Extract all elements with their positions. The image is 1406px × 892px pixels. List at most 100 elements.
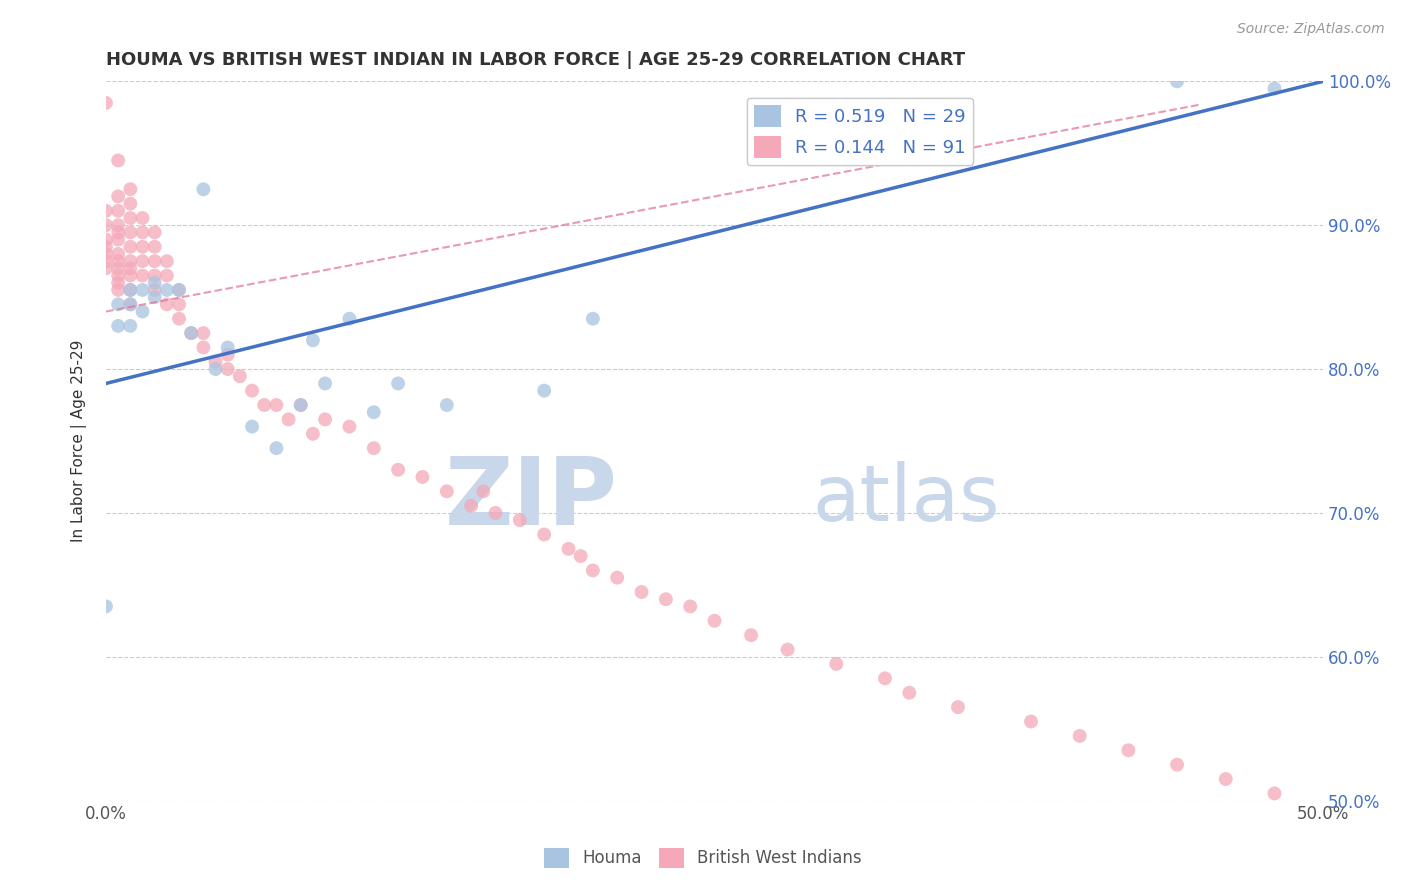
Point [606, 571, 628, 585]
Point [1166, 74, 1188, 88]
Point [180, 326, 202, 340]
Point [94, 240, 117, 254]
Point [167, 283, 190, 297]
Point [107, 261, 129, 276]
Point [240, 419, 263, 434]
Point [569, 549, 592, 563]
Point [363, 405, 385, 419]
Point [1263, 786, 1285, 800]
Point [204, 355, 226, 369]
Point [107, 283, 129, 297]
Point [143, 276, 166, 290]
Point [107, 226, 129, 240]
Text: ZIP: ZIP [444, 452, 617, 544]
Point [107, 218, 129, 232]
Point [120, 318, 142, 333]
Point [131, 254, 153, 268]
Point [120, 283, 142, 297]
Point [302, 333, 325, 347]
Point [825, 657, 848, 671]
Point [1263, 81, 1285, 95]
Point [94, 218, 117, 232]
Point [240, 384, 263, 398]
Point [156, 297, 179, 311]
Point [107, 318, 129, 333]
Point [131, 283, 153, 297]
Point [167, 311, 190, 326]
Point [120, 283, 142, 297]
Point [107, 254, 129, 268]
Point [107, 268, 129, 283]
Point [107, 153, 129, 168]
Point [411, 470, 433, 484]
Point [94, 254, 117, 268]
Point [204, 362, 226, 376]
Legend: Houma, British West Indians: Houma, British West Indians [537, 841, 869, 875]
Point [193, 326, 215, 340]
Point [107, 297, 129, 311]
Point [94, 247, 117, 261]
Point [946, 700, 969, 714]
Point [107, 233, 129, 247]
Point [120, 297, 142, 311]
Point [217, 341, 239, 355]
Point [107, 276, 129, 290]
Point [120, 268, 142, 283]
Point [143, 240, 166, 254]
Point [776, 642, 799, 657]
Point [703, 614, 725, 628]
Point [339, 419, 361, 434]
Point [120, 226, 142, 240]
Point [1118, 743, 1140, 757]
Point [131, 240, 153, 254]
Point [290, 398, 312, 412]
Point [120, 297, 142, 311]
Point [898, 686, 921, 700]
Point [107, 203, 129, 218]
Point [533, 384, 555, 398]
Point [533, 527, 555, 541]
Point [120, 254, 142, 268]
Point [1069, 729, 1091, 743]
Point [180, 326, 202, 340]
Point [582, 564, 605, 578]
Point [120, 182, 142, 196]
Point [1215, 772, 1237, 786]
Point [290, 398, 312, 412]
Point [1312, 801, 1334, 815]
Point [131, 211, 153, 225]
Point [120, 211, 142, 225]
Point [143, 226, 166, 240]
Point [193, 182, 215, 196]
Point [143, 254, 166, 268]
Text: HOUMA VS BRITISH WEST INDIAN IN LABOR FORCE | AGE 25-29 CORRELATION CHART: HOUMA VS BRITISH WEST INDIAN IN LABOR FO… [105, 51, 965, 69]
Point [314, 376, 336, 391]
Point [436, 484, 458, 499]
Point [873, 671, 896, 685]
Point [120, 240, 142, 254]
Point [1019, 714, 1042, 729]
Point [167, 297, 190, 311]
Y-axis label: In Labor Force | Age 25-29: In Labor Force | Age 25-29 [72, 340, 87, 542]
Point [131, 226, 153, 240]
Point [314, 412, 336, 426]
Point [94, 599, 117, 614]
Text: Source: ZipAtlas.com: Source: ZipAtlas.com [1237, 22, 1385, 37]
Point [94, 233, 117, 247]
Point [460, 499, 482, 513]
Point [131, 268, 153, 283]
Point [302, 426, 325, 441]
Point [679, 599, 702, 614]
Point [387, 463, 409, 477]
Point [217, 362, 239, 376]
Point [277, 412, 299, 426]
Point [253, 398, 276, 412]
Point [266, 441, 288, 455]
Point [156, 283, 179, 297]
Point [557, 541, 579, 556]
Point [387, 376, 409, 391]
Point [120, 196, 142, 211]
Point [472, 484, 495, 499]
Point [363, 441, 385, 455]
Point [107, 189, 129, 203]
